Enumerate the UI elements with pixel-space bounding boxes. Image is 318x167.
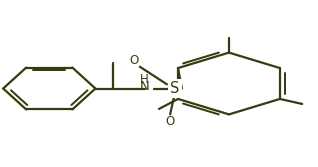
Text: N: N [140,80,149,93]
Text: S: S [170,81,180,96]
Text: O: O [165,115,175,128]
Text: H: H [140,73,149,86]
Text: O: O [129,54,138,67]
